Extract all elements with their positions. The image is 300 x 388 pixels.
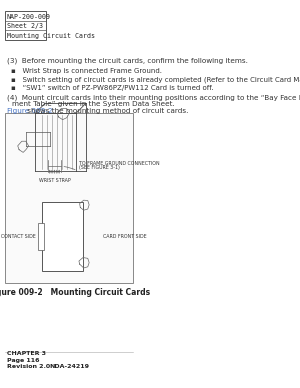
Bar [5, 113, 134, 282]
Text: shows the mounting method of circuit cards.: shows the mounting method of circuit car… [25, 108, 189, 114]
Text: (SEE FIGURE 3-1): (SEE FIGURE 3-1) [79, 165, 120, 170]
Text: ▪   Wrist Strap is connected Frame Ground.: ▪ Wrist Strap is connected Frame Ground. [11, 68, 162, 74]
Text: ment Table” given in the System Data Sheet.: ment Table” given in the System Data She… [12, 101, 174, 107]
Text: WRIST STRAP: WRIST STRAP [39, 178, 70, 183]
Text: ▪   Switch setting of circuit cards is already completed (Refer to the Circuit C: ▪ Switch setting of circuit cards is alr… [11, 76, 300, 83]
Text: NAP-200-009: NAP-200-009 [7, 14, 51, 20]
Text: Figure 009-2   Mounting Circuit Cards: Figure 009-2 Mounting Circuit Cards [0, 288, 151, 297]
Bar [42, 202, 83, 271]
Text: CHAPTER 3
Page 116
Revision 2.0: CHAPTER 3 Page 116 Revision 2.0 [7, 351, 50, 369]
Text: ▪   “SW1” switch of PZ-PW86PZ/PW112 Card is turned off.: ▪ “SW1” switch of PZ-PW86PZ/PW112 Card i… [11, 85, 213, 90]
Bar [5, 11, 46, 40]
Text: TO FRAME GROUND CONNECTION: TO FRAME GROUND CONNECTION [79, 161, 160, 166]
Bar [38, 223, 44, 250]
Text: (3)  Before mounting the circuit cards, confirm the following items.: (3) Before mounting the circuit cards, c… [7, 57, 248, 64]
Text: Sheet 2/3: Sheet 2/3 [7, 23, 43, 29]
Text: Figure 009-2: Figure 009-2 [7, 108, 52, 114]
Text: NDA-24219: NDA-24219 [50, 364, 89, 369]
Text: (4)  Mount circuit cards into their mounting positions according to the “Bay Fac: (4) Mount circuit cards into their mount… [7, 95, 300, 102]
Text: Mounting Circuit Cards: Mounting Circuit Cards [7, 33, 95, 39]
Text: CARD CONTACT SIDE: CARD CONTACT SIDE [0, 234, 35, 239]
Text: CARD FRONT SIDE: CARD FRONT SIDE [103, 234, 147, 239]
